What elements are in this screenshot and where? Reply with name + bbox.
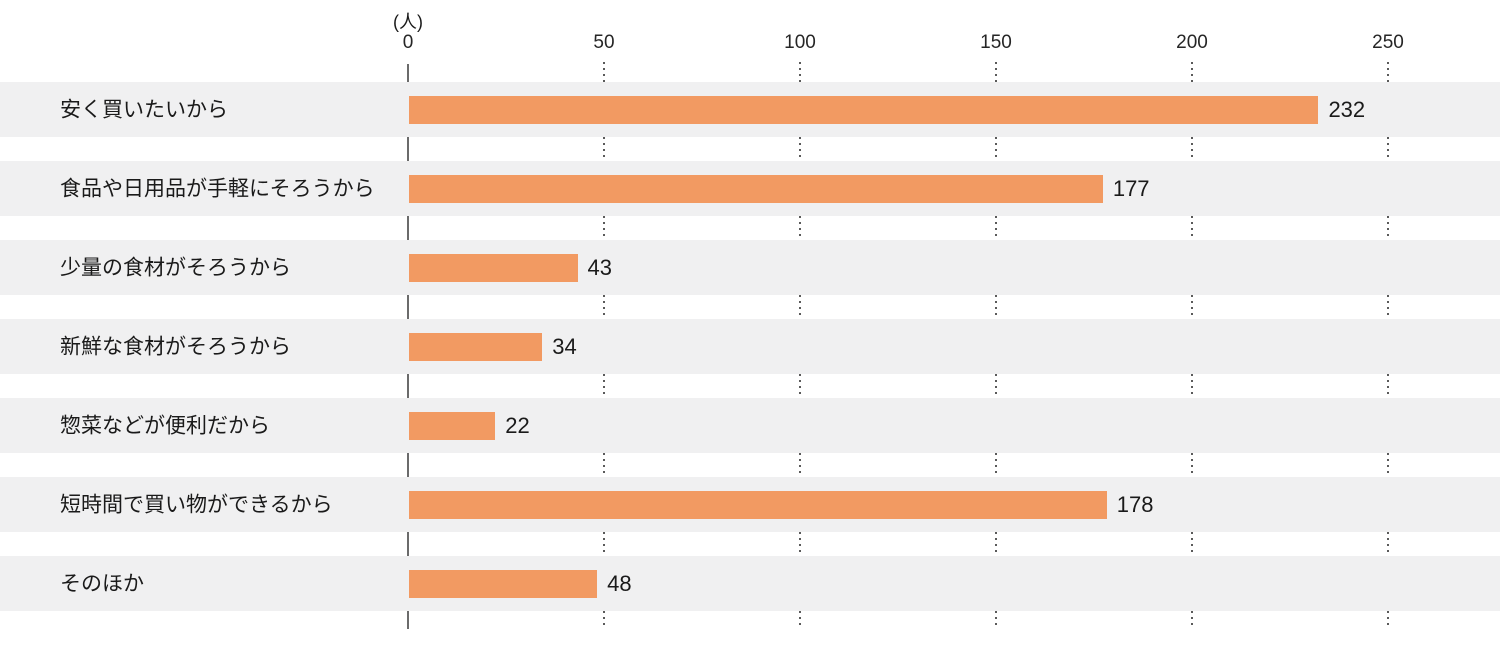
- row-band: [0, 556, 1500, 611]
- axis-tick-label: 200: [1176, 32, 1208, 53]
- gridline-dotted: [995, 216, 997, 240]
- gridline-dotted: [1387, 62, 1389, 82]
- gridline-dotted: [995, 137, 997, 161]
- value-label: 178: [1116, 491, 1154, 517]
- gridline-dotted: [1387, 137, 1389, 161]
- category-label: そのほか: [60, 572, 144, 595]
- gridline-dotted: [995, 295, 997, 319]
- gridline-dotted: [995, 374, 997, 398]
- category-label: 新鮮な食材がそろうから: [60, 335, 291, 358]
- gridline-dotted: [1191, 295, 1193, 319]
- gridline-dotted: [1387, 295, 1389, 319]
- gridline-dotted: [799, 374, 801, 398]
- gridline-dotted: [1387, 374, 1389, 398]
- gridline-dotted: [603, 453, 605, 477]
- gridline-dotted: [1191, 137, 1193, 161]
- bar: [409, 490, 1107, 519]
- gridline-dotted: [603, 611, 605, 629]
- row-band: [0, 398, 1500, 453]
- category-label: 安く買いたいから: [60, 98, 228, 121]
- bar: [409, 95, 1319, 124]
- gridline-dotted: [1191, 611, 1193, 629]
- gridline-dotted: [1387, 453, 1389, 477]
- category-label: 食品や日用品が手軽にそろうから: [60, 177, 375, 200]
- value-label: 43: [587, 254, 613, 280]
- gridline-dotted: [603, 532, 605, 556]
- gridline-dotted: [799, 611, 801, 629]
- value-label: 34: [552, 333, 577, 359]
- gridline-dotted: [995, 62, 997, 82]
- bar: [409, 569, 598, 598]
- gridline-dotted: [603, 62, 605, 82]
- gridline-dotted: [1191, 453, 1193, 477]
- value-label: 177: [1112, 175, 1150, 201]
- gridline-dotted: [995, 453, 997, 477]
- gridline-dotted: [995, 611, 997, 629]
- category-label: 惣菜などが便利だから: [60, 414, 270, 437]
- gridline-dotted: [603, 216, 605, 240]
- gridline-dotted: [799, 62, 801, 82]
- gridline-dotted: [799, 137, 801, 161]
- gridline-dotted: [1387, 532, 1389, 556]
- gridline-dotted: [1191, 532, 1193, 556]
- axis-tick-label: 0: [402, 32, 414, 53]
- gridline-dotted: [603, 137, 605, 161]
- row-band: [0, 319, 1500, 374]
- axis-tick-label: 100: [784, 32, 816, 53]
- axis-unit-label: (人): [393, 12, 423, 32]
- value-label: 232: [1328, 96, 1366, 122]
- category-label: 少量の食材がそろうから: [60, 256, 291, 279]
- bar: [409, 174, 1103, 203]
- value-label: 22: [505, 412, 530, 438]
- gridline-dotted: [1191, 216, 1193, 240]
- gridline-dotted: [799, 453, 801, 477]
- gridline-dotted: [603, 295, 605, 319]
- value-label: 48: [607, 570, 632, 596]
- gridline-dotted: [799, 216, 801, 240]
- gridline-dotted: [995, 532, 997, 556]
- bar: [409, 411, 496, 440]
- bar: [409, 332, 543, 361]
- gridline-dotted: [799, 295, 801, 319]
- gridline-dotted: [603, 374, 605, 398]
- gridline-dotted: [1387, 216, 1389, 240]
- category-label: 短時間で買い物ができるから: [60, 493, 333, 516]
- gridline-dotted: [799, 532, 801, 556]
- axis-tick-label: 150: [980, 32, 1012, 53]
- gridline-dotted: [1191, 374, 1193, 398]
- axis-tick-label: 250: [1372, 32, 1404, 53]
- axis-tick-label: 50: [593, 32, 615, 53]
- gridline-dotted: [1191, 62, 1193, 82]
- gridline-dotted: [1387, 611, 1389, 629]
- bar: [409, 253, 578, 282]
- row-band: [0, 240, 1500, 295]
